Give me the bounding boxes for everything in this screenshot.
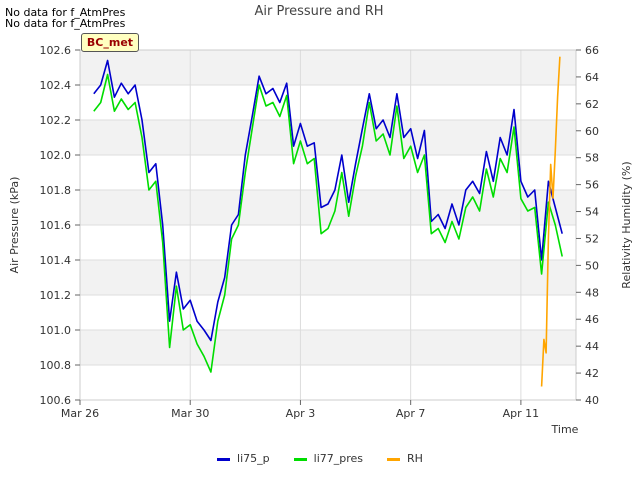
background-band — [80, 120, 576, 155]
legend-swatch — [387, 457, 401, 461]
y2-tick-label: 52 — [585, 232, 599, 245]
legend-item: li77_pres — [293, 452, 364, 465]
legend-label: RH — [407, 452, 423, 465]
site-badge: BC_met — [81, 33, 139, 52]
x-axis-title: Time — [551, 423, 579, 436]
y-tick-label: 101.8 — [40, 184, 72, 197]
y-tick-label: 102.2 — [40, 114, 72, 127]
legend-item: RH — [387, 452, 423, 465]
chart-title: Air Pressure and RH — [254, 4, 383, 19]
x-tick-label: Mar 26 — [61, 407, 99, 420]
plot-background-bands — [80, 50, 576, 365]
legend-swatch — [293, 457, 307, 461]
y2-tick-label: 46 — [585, 313, 599, 326]
series-line-li75_p — [93, 59, 563, 342]
legend: li75_p li77_pres RH — [0, 452, 640, 465]
y2-tick-label: 60 — [585, 125, 599, 138]
series-line-RH — [540, 56, 561, 387]
background-band — [80, 50, 576, 85]
x-tick-label: Apr 11 — [503, 407, 540, 420]
x-tick-label: Apr 3 — [286, 407, 316, 420]
y-tick-label: 100.6 — [40, 394, 72, 407]
y2-tick-label: 58 — [585, 152, 599, 165]
legend-item: li75_p — [217, 452, 270, 465]
y-tick-label: 101.4 — [40, 254, 72, 267]
y2-tick-label: 66 — [585, 44, 599, 57]
x-axis-ticks: Mar 26 Mar 30 Apr 3 Apr 7 Apr 11 — [61, 400, 539, 420]
y-tick-label: 102.4 — [40, 79, 72, 92]
y-tick-label: 100.8 — [40, 359, 72, 372]
y2-tick-label: 40 — [585, 394, 599, 407]
y2-tick-label: 62 — [585, 98, 599, 111]
y-tick-label: 102.0 — [40, 149, 72, 162]
legend-label: li75_p — [237, 452, 270, 465]
y2-tick-label: 48 — [585, 286, 599, 299]
right-axis-ticks: 40 42 44 46 48 50 52 54 56 58 60 62 64 66 — [576, 44, 599, 407]
series-line-li77_pres — [93, 73, 563, 373]
series-lines — [93, 56, 563, 387]
y2-tick-label: 50 — [585, 259, 599, 272]
x-tick-label: Apr 7 — [396, 407, 426, 420]
no-data-note-1: No data for f_AtmPres — [5, 6, 126, 19]
y-axis-title: Air Pressure (kPa) — [8, 177, 21, 274]
legend-swatch — [217, 457, 231, 461]
y2-tick-label: 44 — [585, 340, 599, 353]
y2-axis-title: Relativity Humidity (%) — [620, 161, 633, 288]
legend-label: li77_pres — [313, 452, 364, 465]
background-band — [80, 330, 576, 365]
background-band — [80, 190, 576, 225]
y2-tick-label: 56 — [585, 179, 599, 192]
x-tick-label: Mar 30 — [171, 407, 209, 420]
y-tick-label: 101.6 — [40, 219, 72, 232]
y-tick-label: 101.2 — [40, 289, 72, 302]
y2-tick-label: 54 — [585, 206, 599, 219]
background-band — [80, 260, 576, 295]
y2-tick-label: 42 — [585, 367, 599, 380]
y-tick-label: 101.0 — [40, 324, 72, 337]
y-tick-label: 102.6 — [40, 44, 72, 57]
left-axis-ticks: 100.6 100.8 101.0 101.2 101.4 101.6 101.8 102.0… — [40, 44, 80, 407]
y2-tick-label: 64 — [585, 71, 599, 84]
no-data-note-2: No data for f_AtmPres — [5, 17, 126, 30]
